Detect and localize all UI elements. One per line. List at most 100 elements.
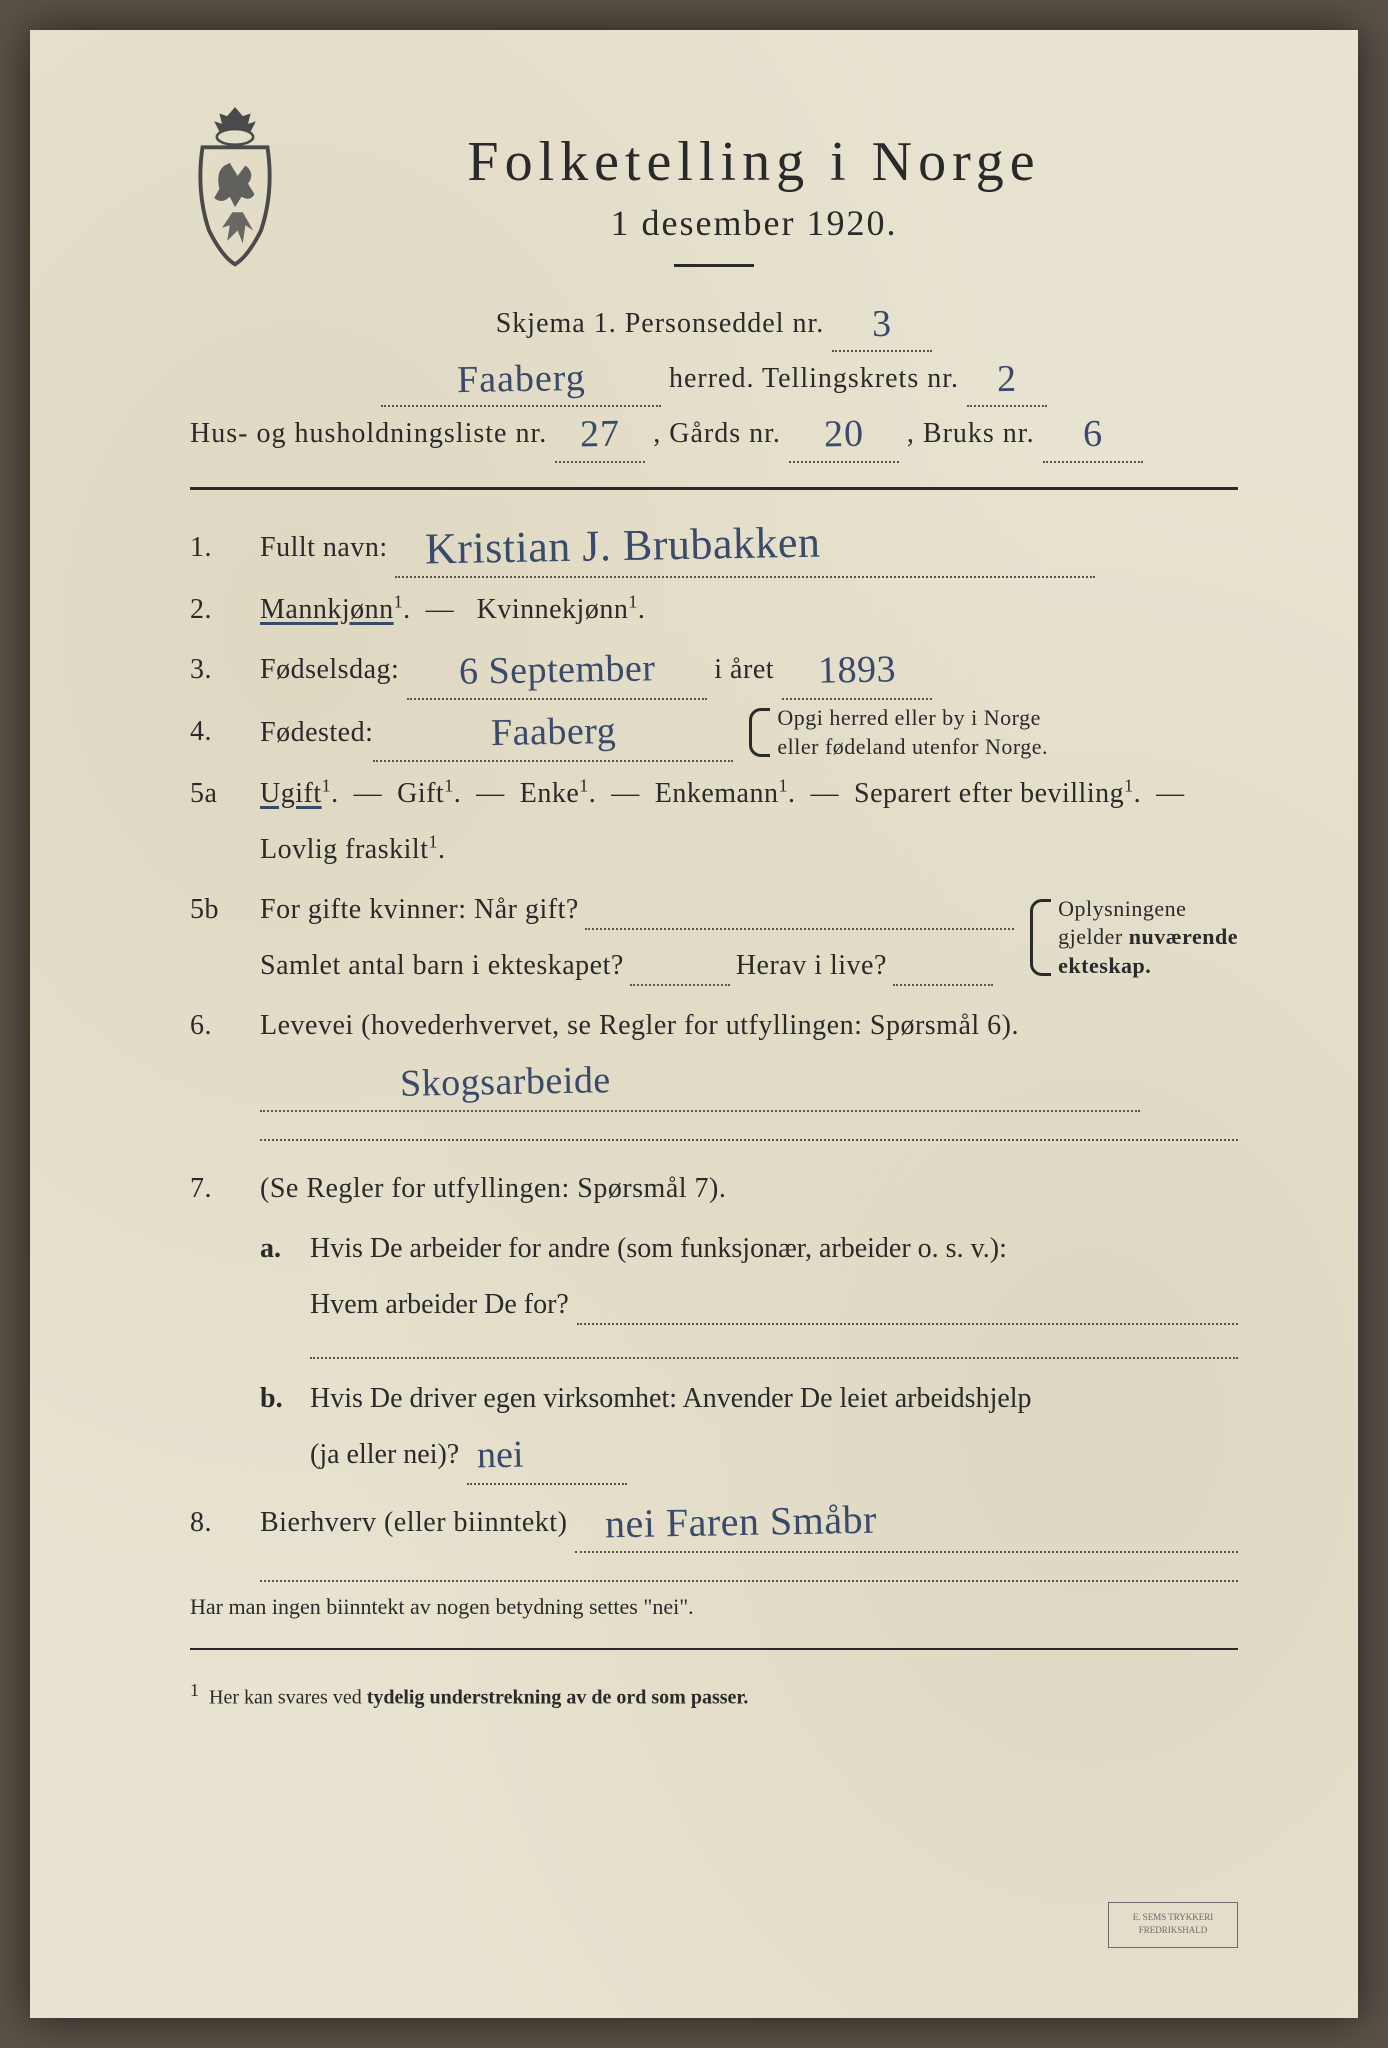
gards-field: 20 — [789, 407, 899, 462]
herred-label: herred. Tellingskrets nr. — [669, 352, 959, 405]
q6-num: 6. — [190, 998, 260, 1112]
hush-nr: 27 — [580, 415, 621, 454]
form-date: 1 desember 1920. — [270, 202, 1238, 244]
q5b-num: 5b — [190, 882, 260, 994]
main-divider — [190, 487, 1238, 490]
q5a-enkemann: Enkemann — [655, 778, 779, 809]
q5b-note2: gjelder nuværende — [1058, 924, 1238, 949]
meta-line-1: Skjema 1. Personseddel nr. 3 — [190, 297, 1238, 352]
q8-num: 8. — [190, 1495, 260, 1553]
stamp-line1: E. SEMS TRYKKERI — [1133, 1912, 1214, 1922]
q3-year: 1893 — [817, 650, 896, 689]
q5b-barn-field — [630, 952, 730, 986]
footnote-1-num: 1 — [190, 1680, 199, 1700]
q7a-extra-line — [310, 1333, 1238, 1359]
q7b-field: nei — [467, 1427, 627, 1485]
q8-field: nei Faren Småbr — [575, 1495, 1238, 1553]
q1-num: 1. — [190, 520, 260, 578]
footnote-main: Har man ingen biinntekt av nogen betydni… — [190, 1594, 1238, 1620]
tellingskrets-field: 2 — [967, 352, 1047, 407]
coat-of-arms-icon — [170, 100, 300, 270]
q1-label: Fullt navn: — [260, 532, 388, 563]
question-3: 3. Fødselsdag: 6 September i året 1893 — [190, 642, 1238, 700]
question-2: 2. Mannkjønn1. — Kvinnekjønn1. — [190, 582, 1238, 638]
q6-label: Levevei (hovederhvervet, se Regler for u… — [260, 1010, 1019, 1041]
q4-note-line2: eller fødeland utenfor Norge. — [777, 734, 1048, 759]
q3-mid: i året — [714, 654, 774, 685]
q5a-num: 5a — [190, 766, 260, 878]
bruks-field: 6 — [1043, 407, 1143, 462]
q7-num: 7. — [190, 1161, 260, 1217]
q5b-line2b: Herav i live? — [736, 938, 887, 994]
skjema-label: Skjema 1. Personseddel nr. — [496, 297, 825, 350]
q5b-note3: ekteskap. — [1058, 953, 1151, 978]
q2-mann: Mannkjønn — [260, 594, 394, 625]
census-form-page: Folketelling i Norge 1 desember 1920. Sk… — [30, 30, 1358, 2018]
q1-value: Kristian J. Brubakken — [425, 520, 821, 571]
q6-extra-line — [260, 1116, 1238, 1142]
q4-note-line1: Opgi herred eller by i Norge — [777, 705, 1040, 730]
question-1: 1. Fullt navn: Kristian J. Brubakken — [190, 520, 1238, 578]
q7a-text1: Hvis De arbeider for andre (som funksjon… — [310, 1233, 1007, 1264]
q7-label: (Se Regler for utfyllingen: Spørsmål 7). — [260, 1173, 726, 1204]
q2-kvinne: Kvinnekjønn — [477, 594, 629, 625]
q2-sup1: 1 — [394, 591, 404, 611]
meta-line-3: Hus- og husholdningsliste nr. 27 , Gårds… — [190, 407, 1238, 462]
question-8: 8. Bierhverv (eller biinntekt) nei Faren… — [190, 1495, 1238, 1553]
meta-line-2: Faaberg herred. Tellingskrets nr. 2 — [190, 352, 1238, 407]
q8-value: nei Faren Småbr — [605, 1499, 878, 1544]
title-divider — [674, 264, 754, 267]
q7a-text2: Hvem arbeider De for? — [310, 1277, 569, 1333]
q5b-note1: Oplysningene — [1058, 896, 1186, 921]
q5a-gift: Gift — [397, 778, 444, 809]
q8-extra-line — [260, 1557, 1238, 1583]
q7a-field — [577, 1292, 1238, 1326]
q4-num: 4. — [190, 704, 260, 762]
q8-label: Bierhverv (eller biinntekt) — [260, 1495, 567, 1551]
q7b-value: nei — [477, 1435, 524, 1474]
herred-value: Faaberg — [456, 359, 585, 399]
q2-num: 2. — [190, 582, 260, 638]
q4-field: Faaberg — [373, 704, 733, 762]
q4-note: Opgi herred eller by i Norge eller fødel… — [749, 704, 1048, 761]
question-4: 4. Fødested: Faaberg Opgi herred eller b… — [190, 704, 1238, 762]
question-7a: a. Hvis De arbeider for andre (som funks… — [260, 1221, 1238, 1333]
q7b-label: b. — [260, 1371, 310, 1485]
form-header: Folketelling i Norge 1 desember 1920. — [190, 130, 1238, 267]
question-6: 6. Levevei (hovederhvervet, se Regler fo… — [190, 998, 1238, 1112]
q7a-label: a. — [260, 1221, 310, 1333]
q5b-note: Oplysningene gjelder nuværende ekteskap. — [1030, 895, 1238, 981]
q3-year-field: 1893 — [782, 642, 932, 700]
q3-day-field: 6 September — [407, 642, 707, 700]
question-7: 7. (Se Regler for utfyllingen: Spørsmål … — [190, 1161, 1238, 1217]
footnote-1: 1 Her kan svares ved tydelig understrekn… — [190, 1680, 1238, 1710]
personseddel-nr: 3 — [872, 305, 893, 343]
hush-field: 27 — [555, 407, 645, 462]
q5a-enke: Enke — [520, 778, 580, 809]
q5b-gift-field — [585, 896, 1014, 930]
q3-num: 3. — [190, 642, 260, 700]
q4-value: Faaberg — [490, 711, 616, 751]
tellingskrets-nr: 2 — [997, 360, 1018, 398]
gards-nr: 20 — [824, 415, 865, 454]
herred-field: Faaberg — [381, 352, 661, 407]
q5a-fraskilt: Lovlig fraskilt — [260, 834, 428, 865]
stamp-line2: FREDRIKSHALD — [1139, 1925, 1208, 1935]
bruks-nr: 6 — [1082, 415, 1103, 453]
personseddel-nr-field: 3 — [832, 297, 932, 352]
q1-field: Kristian J. Brubakken — [395, 520, 1095, 578]
bruks-label: , Bruks nr. — [907, 407, 1035, 460]
q2-sup2: 1 — [628, 591, 638, 611]
q5b-line1: For gifte kvinner: Når gift? — [260, 882, 579, 938]
q4-label: Fødested: — [260, 705, 373, 761]
bottom-divider — [190, 1648, 1238, 1650]
q7b-text2: (ja eller nei)? — [310, 1427, 459, 1483]
form-title: Folketelling i Norge — [270, 130, 1238, 194]
q7b-text1: Hvis De driver egen virksomhet: Anvender… — [310, 1383, 1032, 1414]
question-5a: 5a Ugift1. — Gift1. — Enke1. — Enkemann1… — [190, 766, 1238, 878]
question-7b: b. Hvis De driver egen virksomhet: Anven… — [260, 1371, 1238, 1485]
printer-stamp: E. SEMS TRYKKERI FREDRIKSHALD — [1108, 1902, 1238, 1948]
question-5b: 5b For gifte kvinner: Når gift? Samlet a… — [190, 882, 1238, 994]
q3-day: 6 September — [458, 649, 655, 690]
q5a-ugift: Ugift — [260, 778, 322, 809]
